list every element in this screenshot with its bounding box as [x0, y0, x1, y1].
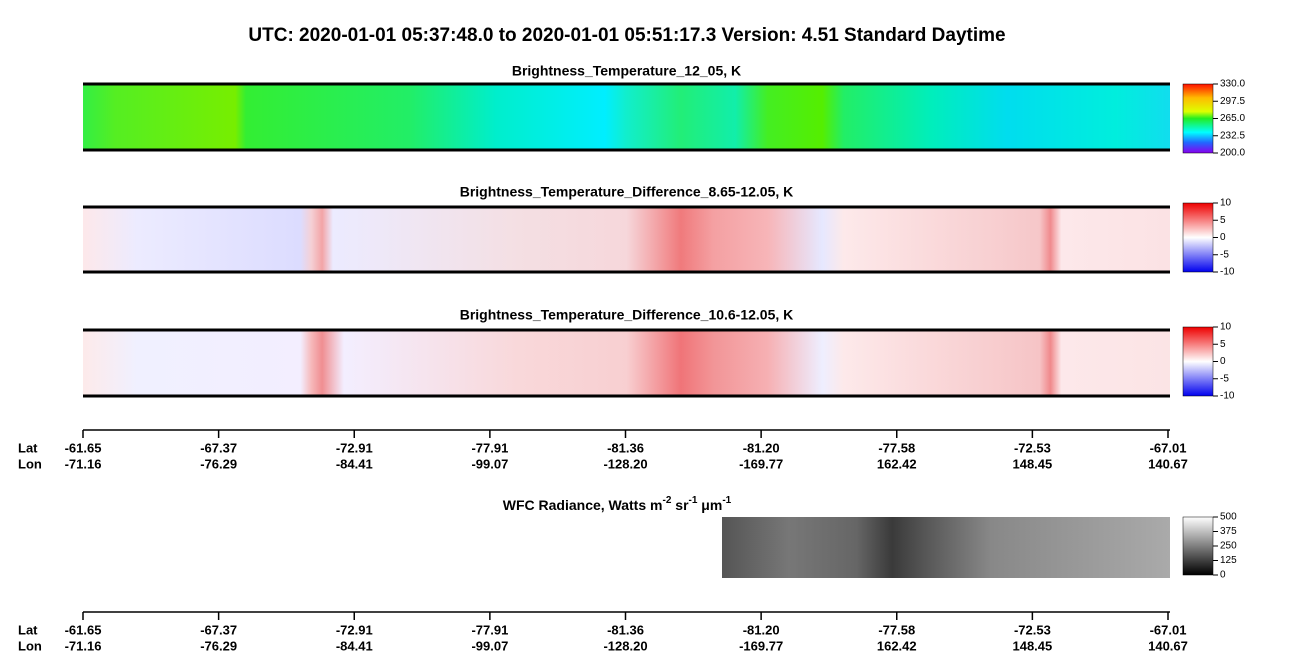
lat-value: -81.36 [607, 440, 644, 455]
colorbar-label: 297.5 [1220, 96, 1245, 107]
panel-title: Brightness_Temperature_Difference_8.65-1… [460, 184, 794, 200]
lon-value: -128.20 [603, 456, 647, 471]
colorbar [1182, 83, 1214, 154]
lat-value: -77.58 [878, 622, 915, 637]
colorbar-label: -10 [1220, 391, 1235, 402]
lon-value: -84.41 [336, 456, 373, 471]
colorbar-label: 10 [1220, 322, 1232, 333]
colorbar-label: 5 [1220, 339, 1226, 350]
colorbar-label: 0 [1220, 232, 1226, 243]
colorbar-label: 0 [1220, 356, 1226, 367]
lon-value: -71.16 [65, 456, 102, 471]
lat-value: -67.37 [200, 440, 237, 455]
lon-value: 148.45 [1012, 638, 1052, 653]
lat-value: -72.91 [336, 440, 373, 455]
colorbar-label: 200.0 [1220, 148, 1245, 159]
lon-value: 148.45 [1012, 456, 1052, 471]
panel-image [83, 330, 1170, 396]
colorbar-label: 265.0 [1220, 113, 1245, 124]
lon-label: Lon [18, 638, 42, 653]
lon-value: -128.20 [603, 638, 647, 653]
panel-image [83, 84, 1170, 150]
lat-value: -77.91 [471, 440, 508, 455]
colorbar-label: -5 [1220, 249, 1229, 260]
colorbar-label: 125 [1220, 555, 1237, 566]
lat-value: -72.53 [1014, 440, 1051, 455]
lon-value: 162.42 [877, 456, 917, 471]
page-title: UTC: 2020-01-01 05:37:48.0 to 2020-01-01… [248, 25, 1005, 46]
lat-value: -61.65 [65, 440, 102, 455]
lon-label: Lon [18, 456, 42, 471]
colorbar-label: 232.5 [1220, 130, 1245, 141]
lat-value: -81.20 [743, 440, 780, 455]
lon-value: -76.29 [200, 638, 237, 653]
lat-label: Lat [18, 440, 38, 455]
lat-value: -77.91 [471, 622, 508, 637]
lat-value: -67.37 [200, 622, 237, 637]
lon-value: -99.07 [471, 456, 508, 471]
lat-value: -72.91 [336, 622, 373, 637]
lat-value: -72.53 [1014, 622, 1051, 637]
colorbar [1182, 326, 1214, 397]
colorbar [1182, 202, 1214, 273]
colorbar-label: 375 [1220, 526, 1237, 537]
colorbar-label: 250 [1220, 541, 1237, 552]
colorbar-label: 500 [1220, 512, 1237, 523]
colorbar-label: 10 [1220, 198, 1232, 209]
lon-value: 140.67 [1148, 638, 1188, 653]
lon-value: -169.77 [739, 638, 783, 653]
lon-value: -99.07 [471, 638, 508, 653]
colorbar-label: -10 [1220, 267, 1235, 278]
lon-value: -71.16 [65, 638, 102, 653]
lat-value: -67.01 [1150, 440, 1187, 455]
colorbar-label: 0 [1220, 570, 1226, 581]
lon-value: 162.42 [877, 638, 917, 653]
wfc-title: WFC Radiance, Watts m-2 sr-1 μm-1 [503, 495, 732, 513]
panel-title: Brightness_Temperature_Difference_10.6-1… [460, 307, 794, 323]
lat-value: -81.20 [743, 622, 780, 637]
lon-value: -84.41 [336, 638, 373, 653]
colorbar-label: 5 [1220, 215, 1226, 226]
lon-value: 140.67 [1148, 456, 1188, 471]
lat-label: Lat [18, 622, 38, 637]
colorbar-label: -5 [1220, 373, 1229, 384]
panel-title: Brightness_Temperature_12_05, K [512, 63, 741, 79]
colorbar [1182, 516, 1214, 576]
lon-value: -169.77 [739, 456, 783, 471]
wfc-image [722, 517, 1170, 578]
lat-value: -67.01 [1150, 622, 1187, 637]
colorbar-label: 330.0 [1220, 79, 1245, 90]
lat-value: -77.58 [878, 440, 915, 455]
panel-image [83, 207, 1170, 272]
lat-value: -81.36 [607, 622, 644, 637]
lon-value: -76.29 [200, 456, 237, 471]
lat-value: -61.65 [65, 622, 102, 637]
